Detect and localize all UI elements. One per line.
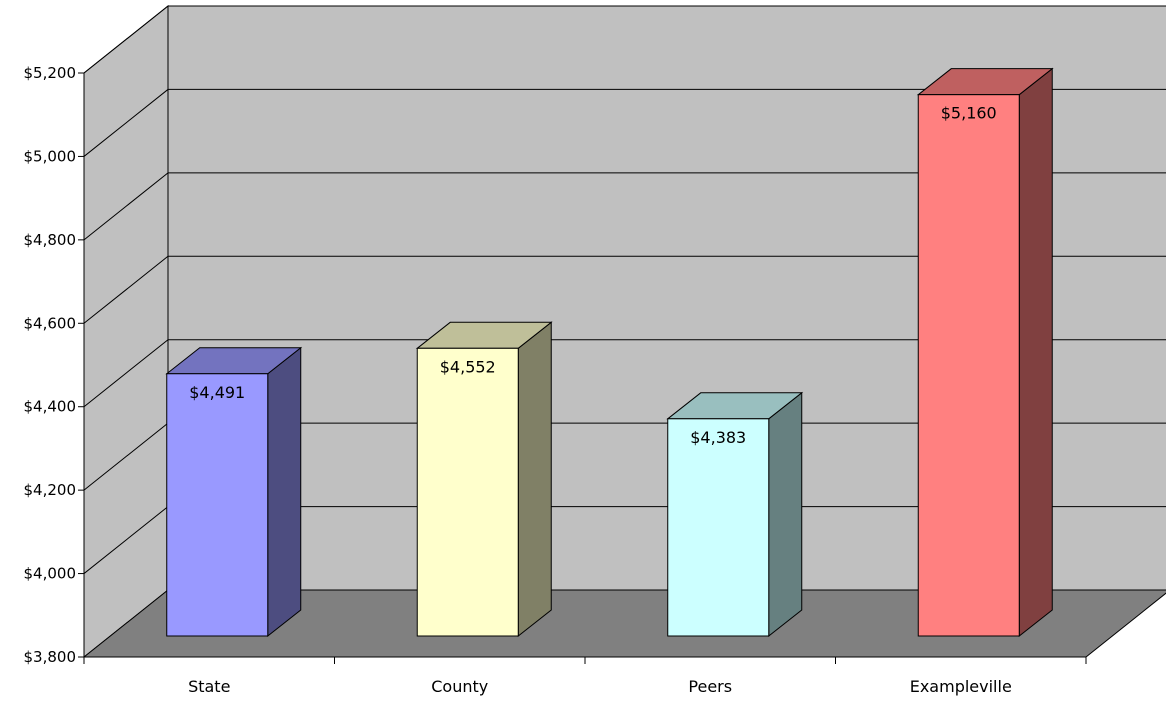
side-wall [83,4,169,659]
gridlines [83,5,1166,574]
bar-peers: $4,383 [666,391,804,638]
bar-value-label: $4,383 [690,428,746,447]
y-tick-label: $3,800 [24,648,77,666]
gridline [83,5,1166,74]
gridline [83,172,1166,241]
y-tick-label: $4,600 [24,314,77,332]
gridline [83,339,1166,408]
bar-value-label: $4,491 [189,383,245,402]
bars: $4,491 $4,552 $4,383 $5,160 [165,67,1054,638]
y-tick-label: $4,400 [24,398,77,416]
x-tick-label: County [431,677,488,696]
gridline [83,255,1166,324]
y-tick-label: $5,200 [24,64,77,82]
y-axis-ticks: $3,800 $4,000 $4,200 $4,400 $4,600 $4,800 $5,0… [24,64,84,666]
gridline [83,88,1166,157]
bar-side [517,321,552,638]
y-tick-label: $4,800 [24,231,77,249]
bar-side [768,391,803,638]
bar-front [416,347,519,637]
bar-value-label: $5,160 [941,104,997,123]
x-axis-category-labels: State County Peers Exampleville [83,657,1087,696]
bar-value-label: $4,552 [440,357,496,376]
x-tick-label: Peers [688,677,732,696]
y-tick-label: $5,000 [24,147,77,165]
y-tick-label: $4,200 [24,481,77,499]
bar-front [667,418,770,637]
x-tick-label: Exampleville [910,677,1012,696]
bar-front [917,94,1020,637]
bar-county: $4,552 [415,321,553,638]
bar-state: $4,491 [165,346,303,638]
x-tick-label: State [188,677,230,696]
bar-side [267,346,302,638]
bar-side [1018,67,1053,638]
y-tick-label: $4,000 [24,565,77,583]
bar-front [166,373,269,637]
bar-exampleville: $5,160 [916,67,1054,638]
